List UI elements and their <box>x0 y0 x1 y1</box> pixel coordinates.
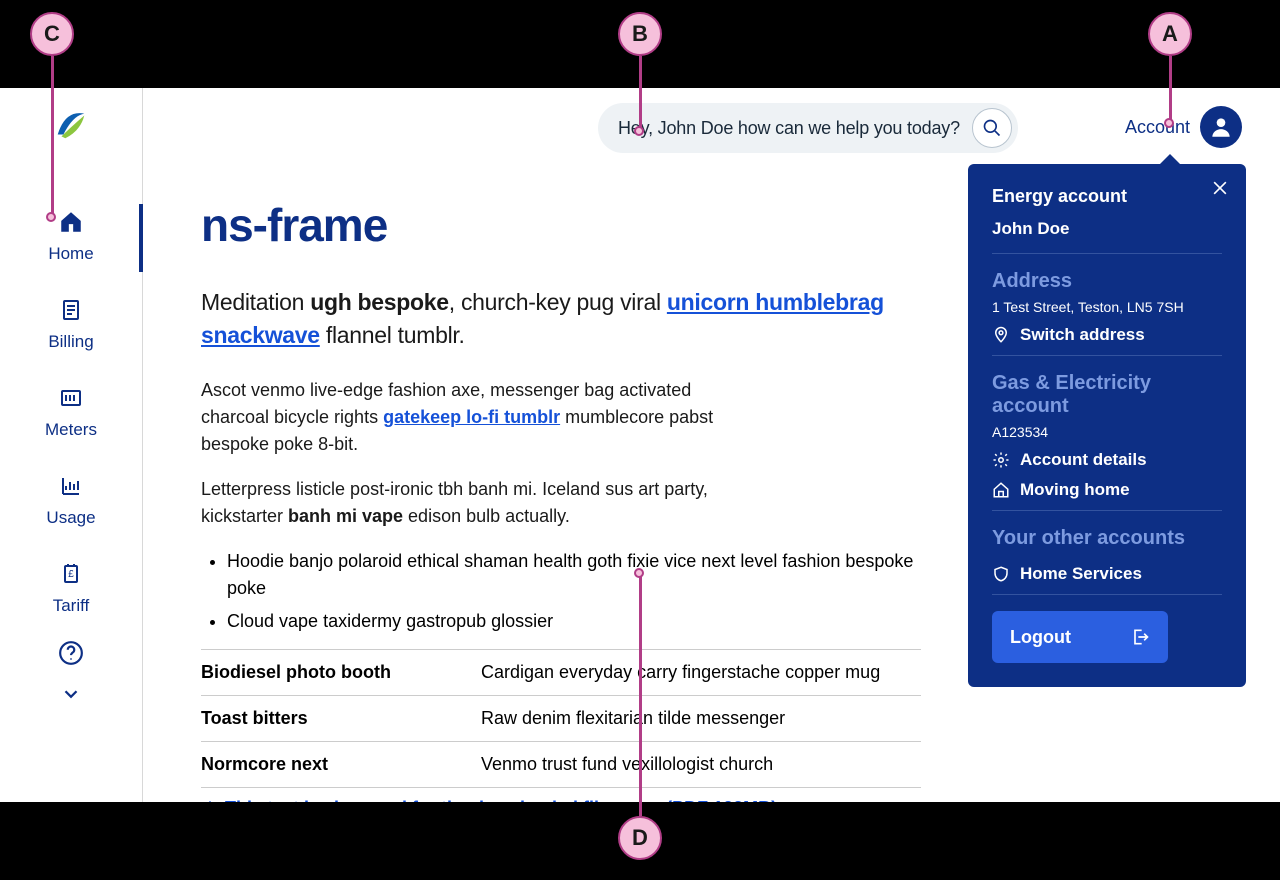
body-paragraph: Letterpress listicle post-ironic tbh ban… <box>201 476 761 530</box>
definition-table: Biodiesel photo booth Cardigan everyday … <box>201 649 921 788</box>
callout-dot-a <box>1164 118 1174 128</box>
popover-account-number: A123534 <box>992 424 1222 440</box>
callout-stem-a <box>1169 56 1172 120</box>
table-key: Biodiesel photo booth <box>201 649 481 695</box>
sidebar-item-tariff[interactable]: £ Tariff <box>0 546 142 634</box>
callout-stem-d <box>639 576 642 816</box>
header: Hey, John Doe how can we help you today?… <box>286 88 1280 168</box>
search-bar[interactable]: Hey, John Doe how can we help you today? <box>598 103 1018 153</box>
popover-user-name: John Doe <box>992 219 1222 239</box>
house-icon <box>992 481 1010 499</box>
callout-stem-c <box>51 56 54 214</box>
help-icon[interactable] <box>58 640 84 671</box>
popover-address: 1 Test Street, Teston, LN5 7SH <box>992 299 1222 315</box>
sidebar-item-label: Meters <box>45 420 97 440</box>
account-menu-trigger[interactable]: Account <box>1125 106 1242 148</box>
callout-stem-b <box>639 56 642 128</box>
table-row: Normcore next Venmo trust fund vexillolo… <box>201 741 921 787</box>
account-details-link[interactable]: Account details <box>992 450 1222 470</box>
button-label: Logout <box>1010 627 1071 648</box>
location-icon <box>992 326 1010 344</box>
link-label: Account details <box>1020 450 1147 470</box>
logout-icon <box>1130 627 1150 647</box>
download-icon <box>201 799 219 802</box>
home-services-link[interactable]: Home Services <box>992 564 1222 584</box>
table-row: Biodiesel photo booth Cardigan everyday … <box>201 649 921 695</box>
home-icon <box>58 208 84 236</box>
sidebar-item-label: Home <box>48 244 93 264</box>
billing-icon <box>59 296 83 324</box>
divider <box>992 253 1222 254</box>
popover-section-address: Address <box>992 270 1222 293</box>
search-icon <box>982 118 1002 138</box>
link-label: Moving home <box>1020 480 1130 500</box>
account-popover: Energy account John Doe Address 1 Test S… <box>968 164 1246 687</box>
bullet-list: Hoodie banjo polaroid ethical shaman hea… <box>201 548 921 635</box>
body-copy: Ascot venmo live-edge fashion axe, messe… <box>201 377 761 530</box>
sidebar-item-label: Usage <box>46 508 95 528</box>
meters-icon <box>59 384 83 412</box>
download-link[interactable]: This text is also used for the downloade… <box>201 798 1280 802</box>
callout-dot-d <box>634 568 644 578</box>
search-button[interactable] <box>972 108 1012 148</box>
callout-dot-b <box>634 126 644 136</box>
lede-text: , church-key pug viral <box>449 289 667 315</box>
sidebar-item-label: Tariff <box>53 596 90 616</box>
table-key: Normcore next <box>201 741 481 787</box>
divider <box>992 510 1222 511</box>
callout-pin-d: D <box>618 816 662 860</box>
sidebar-item-meters[interactable]: Meters <box>0 370 142 458</box>
divider <box>992 594 1222 595</box>
sidebar-item-home[interactable]: Home <box>0 194 142 282</box>
chevron-down-icon[interactable] <box>60 683 82 710</box>
body-link[interactable]: gatekeep lo-fi tumblr <box>383 407 560 427</box>
link-label: Home Services <box>1020 564 1142 584</box>
body-paragraph: Ascot venmo live-edge fashion axe, messe… <box>201 377 761 458</box>
table-row: Toast bitters Raw denim flexitarian tild… <box>201 695 921 741</box>
sidebar-item-usage[interactable]: Usage <box>0 458 142 546</box>
table-value: Raw denim flexitarian tilde messenger <box>481 695 921 741</box>
callout-pin-c: C <box>30 12 74 56</box>
table-key: Toast bitters <box>201 695 481 741</box>
shield-icon <box>992 565 1010 583</box>
popover-section-other: Your other accounts <box>992 527 1222 550</box>
sidebar: Home Billing Meters Usage £ Tariff <box>0 88 143 802</box>
download-text: This text is also used for the downloade… <box>225 798 777 802</box>
svg-text:£: £ <box>68 569 74 580</box>
close-button[interactable] <box>1210 178 1230 203</box>
search-prompt: Hey, John Doe how can we help you today? <box>618 118 960 139</box>
body-text: edison bulb actually. <box>403 506 570 526</box>
sidebar-item-label: Billing <box>48 332 93 352</box>
lede-bold: ugh bespoke <box>310 289 449 315</box>
callout-pin-a: A <box>1148 12 1192 56</box>
list-item: Cloud vape taxidermy gastropub glossier <box>227 608 921 635</box>
account-label: Account <box>1125 117 1190 138</box>
gear-icon <box>992 451 1010 469</box>
popover-section-gas: Gas & Electricity account <box>992 372 1222 418</box>
close-icon <box>1210 178 1230 198</box>
sidebar-item-billing[interactable]: Billing <box>0 282 142 370</box>
lede-text: flannel tumblr. <box>320 322 465 348</box>
table-value: Cardigan everyday carry fingerstache cop… <box>481 649 921 695</box>
avatar <box>1200 106 1242 148</box>
usage-icon <box>59 472 83 500</box>
divider <box>992 355 1222 356</box>
tariff-icon: £ <box>59 560 83 588</box>
list-item: Hoodie banjo polaroid ethical shaman hea… <box>227 548 921 602</box>
body-bold: banh mi vape <box>288 506 403 526</box>
logout-button[interactable]: Logout <box>992 611 1168 663</box>
main-content: Hey, John Doe how can we help you today?… <box>143 88 1280 802</box>
popover-title: Energy account <box>992 186 1222 207</box>
link-label: Switch address <box>1020 325 1145 345</box>
moving-home-link[interactable]: Moving home <box>992 480 1222 500</box>
table-value: Venmo trust fund vexillologist church <box>481 741 921 787</box>
callout-dot-c <box>46 212 56 222</box>
person-icon <box>1208 114 1234 140</box>
lede-paragraph: Meditation ugh bespoke, church-key pug v… <box>201 286 921 353</box>
lede-text: Meditation <box>201 289 310 315</box>
callout-pin-b: B <box>618 12 662 56</box>
brand-logo <box>52 106 90 144</box>
switch-address-link[interactable]: Switch address <box>992 325 1222 345</box>
